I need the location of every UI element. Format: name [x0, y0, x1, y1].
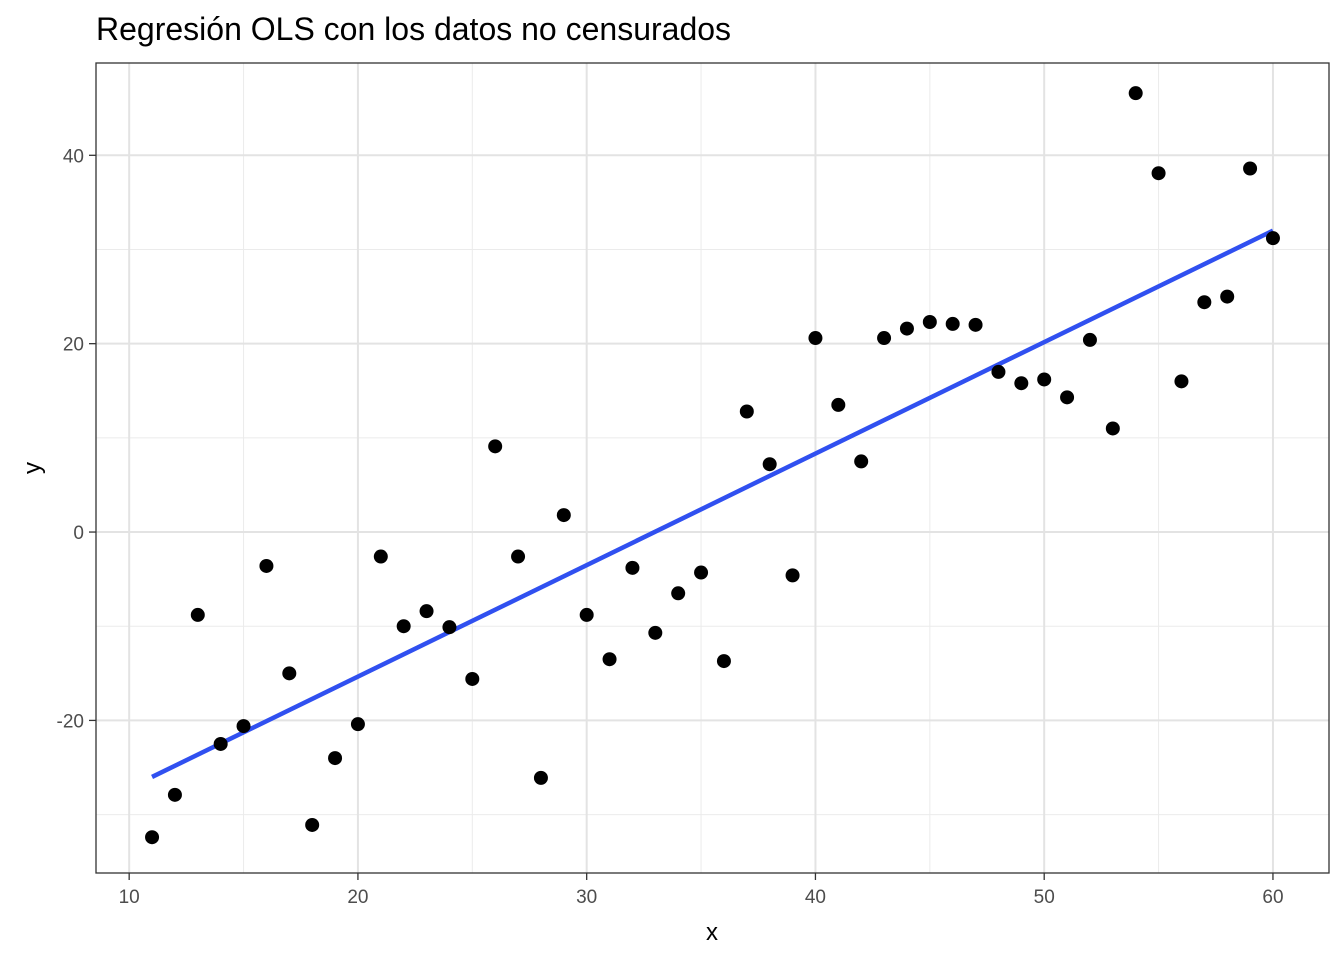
- data-point: [808, 331, 823, 346]
- data-point: [556, 508, 571, 523]
- data-point: [762, 457, 777, 472]
- data-point: [350, 717, 365, 732]
- data-point: [671, 586, 686, 601]
- data-point: [1220, 289, 1235, 304]
- y-axis-label: y: [19, 462, 46, 474]
- data-point: [190, 607, 205, 622]
- data-point: [328, 751, 343, 766]
- y-tick-label: 40: [63, 146, 84, 167]
- data-point: [259, 558, 274, 573]
- data-point: [511, 549, 526, 564]
- panel-border: [95, 62, 1330, 874]
- data-points: [145, 86, 1280, 845]
- x-tick-label: 30: [576, 887, 597, 908]
- data-point: [991, 364, 1006, 379]
- data-point: [968, 317, 983, 332]
- data-point: [1060, 390, 1075, 405]
- minor-gridlines: [96, 63, 1329, 873]
- y-tick-label: 20: [63, 335, 84, 356]
- data-point: [694, 565, 709, 580]
- data-point: [579, 607, 594, 622]
- data-point: [899, 321, 914, 336]
- data-point: [1197, 295, 1212, 310]
- data-point: [1128, 86, 1143, 101]
- chart-title: Regresión OLS con los datos no censurado…: [96, 11, 731, 47]
- data-point: [1014, 376, 1029, 391]
- data-point: [465, 671, 480, 686]
- data-point: [602, 652, 617, 667]
- data-point: [716, 654, 731, 669]
- data-point: [419, 604, 434, 619]
- x-tick-label: 10: [119, 887, 140, 908]
- data-point: [1265, 231, 1280, 246]
- data-point: [831, 397, 846, 412]
- data-point: [145, 830, 160, 845]
- data-point: [785, 568, 800, 583]
- data-point: [625, 560, 640, 575]
- data-point: [396, 619, 411, 634]
- data-point: [922, 315, 937, 330]
- data-point: [442, 620, 457, 635]
- x-tick-label: 60: [1262, 887, 1283, 908]
- data-point: [1243, 161, 1258, 176]
- data-point: [1082, 332, 1097, 347]
- data-point: [1174, 374, 1189, 389]
- data-point: [1105, 421, 1120, 436]
- x-axis-label: x: [706, 919, 718, 946]
- major-gridlines: [96, 63, 1329, 873]
- x-tick-label: 20: [347, 887, 368, 908]
- data-point: [877, 331, 892, 346]
- y-tick-label: 0: [73, 523, 84, 544]
- data-point: [282, 666, 297, 681]
- data-point: [213, 736, 228, 751]
- data-point: [1151, 166, 1166, 181]
- data-point: [236, 719, 251, 734]
- data-point: [739, 404, 754, 419]
- x-axis-ticks: 10 20 30 40 50 60: [119, 873, 1284, 908]
- data-point: [167, 787, 182, 802]
- x-tick-label: 50: [1034, 887, 1055, 908]
- data-point: [1037, 372, 1052, 387]
- data-point: [373, 549, 388, 564]
- y-axis-ticks: -20 0 20 40: [57, 146, 96, 732]
- data-point: [854, 454, 869, 469]
- data-point: [648, 625, 663, 640]
- y-tick-label: -20: [57, 711, 84, 732]
- x-tick-label: 40: [805, 887, 826, 908]
- data-point: [533, 770, 548, 785]
- data-point: [305, 817, 320, 832]
- data-point: [488, 439, 503, 454]
- regression-line-layer: [151, 228, 1274, 779]
- data-point: [945, 316, 960, 331]
- regression-line: [151, 228, 1274, 779]
